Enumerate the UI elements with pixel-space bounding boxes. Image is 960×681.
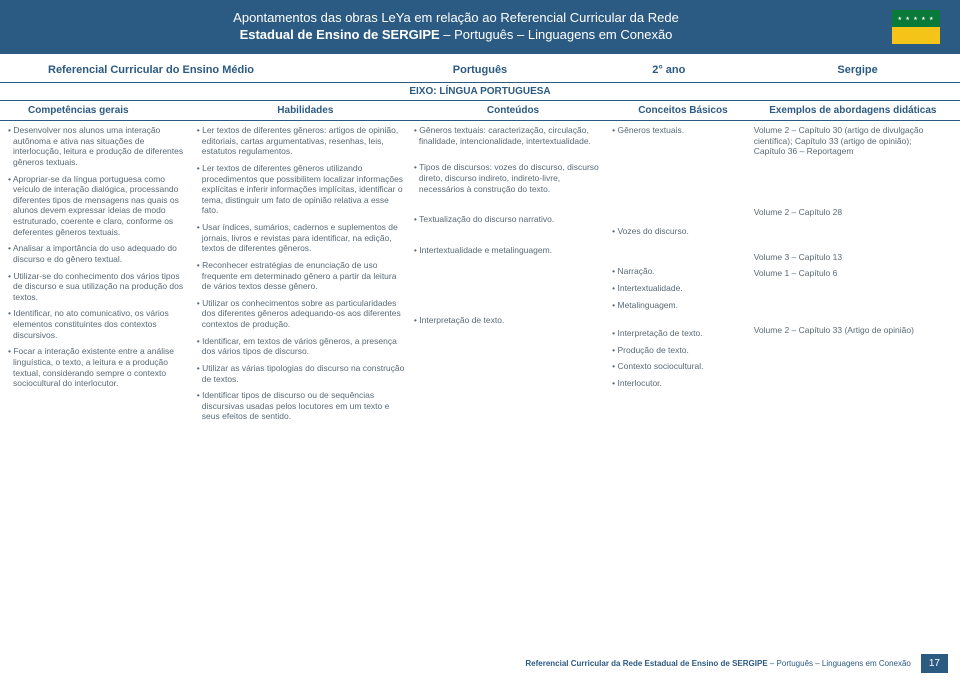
habilidades-col: Ler textos de diferentes gêneros: artigo… <box>197 125 414 428</box>
cell: Volume 2 – Capítulo 33 (Artigo de opiniã… <box>754 325 944 336</box>
footer-text-b: – Português – Linguagens em Conexão <box>768 659 911 668</box>
header-line1-b: Referencial Curricular da Rede <box>500 10 678 25</box>
cell: Ler textos de diferentes gêneros: artigo… <box>197 125 406 157</box>
cell: Interlocutor. <box>612 378 746 389</box>
cell: Interpretação de texto. <box>612 328 746 339</box>
eixo-label: EIXO: LÍNGUA PORTUGUESA <box>0 83 960 101</box>
table-body: Desenvolver nos alunos uma interação aut… <box>0 121 960 428</box>
cell: Volume 1 – Capítulo 6 <box>754 268 944 279</box>
cell: Ler textos de diferentes gêneros utiliza… <box>197 163 406 216</box>
cell: Identificar tipos de discurso ou de sequ… <box>197 390 406 422</box>
cell: Gêneros textuais: caracterização, circul… <box>414 125 604 146</box>
cell: Intertextualidade e metalinguagem. <box>414 245 604 256</box>
cell: Desenvolver nos alunos uma interação aut… <box>8 125 189 168</box>
header-title: Apontamentos das obras LeYa em relação a… <box>20 10 892 44</box>
page-number: 17 <box>921 654 948 673</box>
cell: Utilizar as várias tipologias do discurs… <box>197 363 406 384</box>
exemplos-col: Volume 2 – Capítulo 30 (artigo de divulg… <box>754 125 952 428</box>
page-footer: Referencial Curricular da Rede Estadual … <box>525 654 948 673</box>
page-header: Apontamentos das obras LeYa em relação a… <box>0 0 960 54</box>
cell: Intertextualidade. <box>612 283 746 294</box>
cell: Reconhecer estratégias de enunciação de … <box>197 260 406 292</box>
cell: Utilizar-se do conhecimento dos vários t… <box>8 271 189 303</box>
cell: Utilizar os conhecimentos sobre as parti… <box>197 298 406 330</box>
cell: Metalinguagem. <box>612 300 746 311</box>
cell: Produção de texto. <box>612 345 746 356</box>
cell: Analisar a importância do uso adequado d… <box>8 243 189 264</box>
cell: Identificar, no ato comunicativo, os vár… <box>8 308 189 340</box>
cell: Volume 3 – Capítulo 13 <box>754 252 944 263</box>
curriculum-bar: Referencial Curricular do Ensino Médio P… <box>0 58 960 83</box>
curric-c1: Referencial Curricular do Ensino Médio <box>8 64 386 76</box>
cell: Identificar, em textos de vários gêneros… <box>197 336 406 357</box>
header-line1-a: Apontamentos das obras LeYa em relação a… <box>233 10 500 25</box>
conteudos-col: Gêneros textuais: caracterização, circul… <box>414 125 612 428</box>
cell: Apropriar-se da língua portuguesa como v… <box>8 174 189 238</box>
column-headers: Competências gerais Habilidades Conteúdo… <box>0 101 960 121</box>
curric-c2: Português <box>386 64 575 76</box>
conceitos-col: Gêneros textuais. Vozes do discurso. Nar… <box>612 125 754 428</box>
cell: Vozes do discurso. <box>612 226 746 237</box>
header-line2-a: Estadual de Ensino de SERGIPE <box>240 27 440 42</box>
curric-c4: Sergipe <box>763 64 952 76</box>
curric-c3: 2° ano <box>574 64 763 76</box>
header-line2-b: – Português – Linguagens em Conexão <box>440 27 673 42</box>
cell: Gêneros textuais. <box>612 125 746 136</box>
cell: Volume 2 – Capítulo 28 <box>754 207 944 218</box>
cell: Focar a interação existente entre a anál… <box>8 346 189 389</box>
cell: Interpretação de texto. <box>414 315 604 326</box>
cell: Narração. <box>612 266 746 277</box>
col-header-1: Competências gerais <box>8 105 197 116</box>
cell: Textualização do discurso narrativo. <box>414 214 604 225</box>
competencias-col: Desenvolver nos alunos uma interação aut… <box>8 125 197 428</box>
col-header-5: Exemplos de abordagens didáticas <box>754 105 952 116</box>
col-header-4: Conceitos Básicos <box>612 105 754 116</box>
cell: Tipos de discursos: vozes do discurso, d… <box>414 162 604 194</box>
cell: Usar índices, sumários, cadernos e suple… <box>197 222 406 254</box>
cell: Volume 2 – Capítulo 30 (artigo de divulg… <box>754 125 944 157</box>
col-header-3: Conteúdos <box>414 105 612 116</box>
footer-text-a: Referencial Curricular da Rede Estadual … <box>525 659 767 668</box>
cell: Contexto sociocultural. <box>612 361 746 372</box>
col-header-2: Habilidades <box>197 105 414 116</box>
sergipe-flag-icon: ★ ★ ★ ★ ★ <box>892 10 940 44</box>
